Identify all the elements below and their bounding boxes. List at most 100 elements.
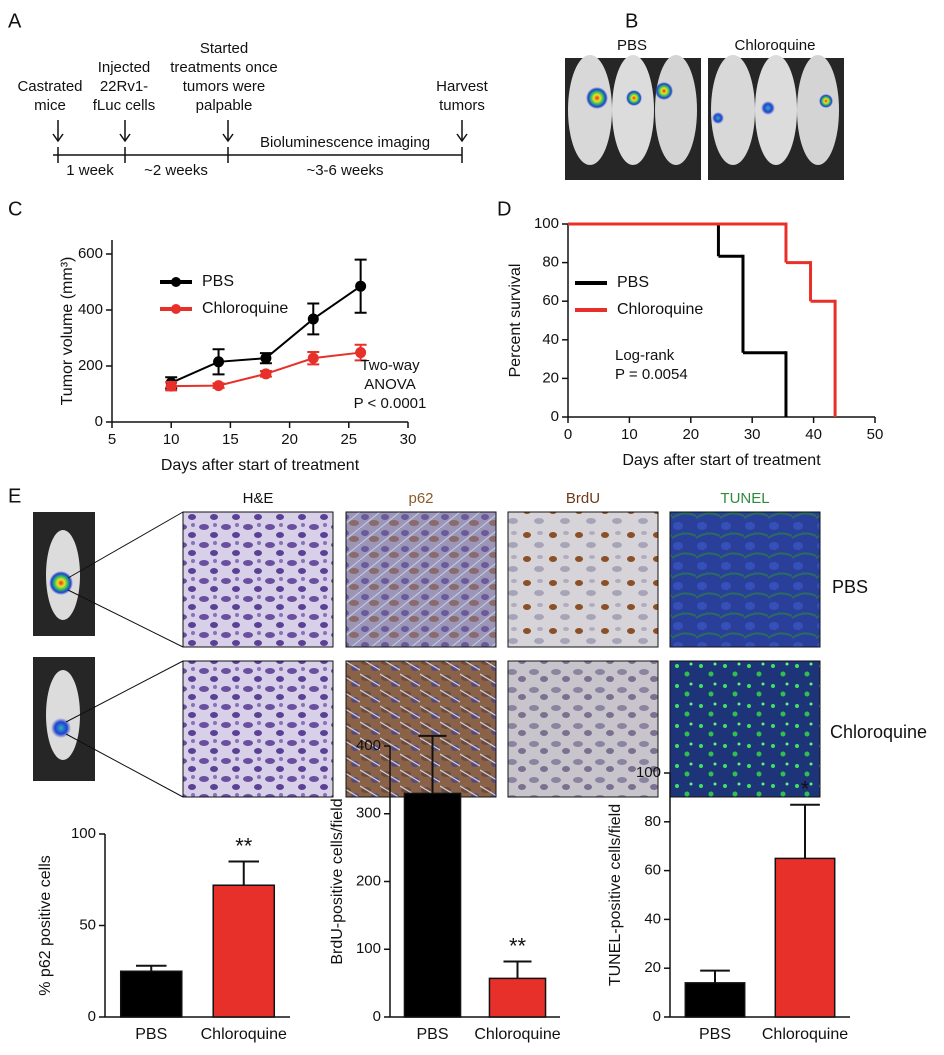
- event-label: mice: [34, 97, 66, 114]
- legend-label: Chloroquine: [202, 300, 288, 317]
- arrow-head: [222, 133, 234, 143]
- arrow-head: [52, 133, 64, 143]
- x-tick-label: PBS: [416, 1026, 448, 1043]
- event-label: fLuc cells: [93, 97, 156, 114]
- y-tick-label: 300: [356, 805, 381, 822]
- event-label: 22Rv1-: [100, 78, 148, 95]
- error-bar: [790, 803, 820, 859]
- y-tick-label: 40: [542, 331, 559, 348]
- interval-label: ~3-6 weeks: [306, 162, 383, 179]
- y-axis-label: % p62 positive cells: [37, 855, 54, 996]
- column-label: p62: [408, 490, 433, 507]
- event-label: tumors were: [183, 78, 266, 95]
- legend-label: PBS: [202, 273, 234, 290]
- event-label: tumors: [439, 97, 485, 114]
- bar: [119, 970, 183, 1018]
- y-tick-label: 80: [542, 254, 559, 271]
- annotation: ANOVA: [364, 376, 415, 393]
- error-bar: [503, 960, 532, 979]
- column-label: H&E: [243, 490, 274, 507]
- x-tick-label: 30: [400, 431, 417, 448]
- y-tick-label: 60: [542, 292, 559, 309]
- bioluminescence-images: [565, 55, 844, 180]
- x-tick-label: 50: [867, 426, 884, 443]
- y-tick-label: 0: [551, 408, 559, 425]
- legend-label: PBS: [617, 274, 649, 291]
- x-axis-label: Days after start of treatment: [161, 457, 360, 474]
- x-tick-label: 30: [744, 426, 761, 443]
- x-tick-label: 5: [108, 431, 116, 448]
- annotation: P = 0.0054: [615, 366, 688, 383]
- y-axis-label: Tumor volume (mm³): [59, 257, 76, 406]
- interval-label: 1 week: [66, 162, 114, 179]
- x-tick-label: 10: [621, 426, 638, 443]
- y-tick-label: 200: [78, 357, 103, 374]
- annotation: Log-rank: [615, 347, 675, 364]
- bar: [774, 857, 836, 1018]
- event-label: Injected: [98, 59, 151, 76]
- data-point: [355, 280, 367, 292]
- x-tick-label: Chloroquine: [474, 1026, 560, 1043]
- x-tick-label: 25: [340, 431, 357, 448]
- event-label: Started: [200, 40, 248, 57]
- y-tick-label: 0: [88, 1008, 96, 1025]
- image-label: PBS: [617, 37, 647, 54]
- annotation: Two-way: [360, 357, 420, 374]
- significance: *: [801, 777, 810, 802]
- y-tick-label: 50: [79, 916, 96, 933]
- y-axis-label: Percent survival: [507, 264, 524, 378]
- y-tick-label: 20: [542, 369, 559, 386]
- x-tick-label: 15: [222, 431, 239, 448]
- y-tick-label: 400: [78, 301, 103, 318]
- y-tick-label: 100: [356, 940, 381, 957]
- event-label: Harvest: [436, 78, 489, 95]
- y-tick-label: 100: [534, 215, 559, 232]
- significance: **: [509, 933, 527, 958]
- error-bar: [418, 734, 447, 794]
- row-label: Chloroquine: [830, 722, 927, 742]
- data-point: [307, 352, 319, 364]
- column-label: TUNEL: [720, 490, 769, 507]
- y-tick-label: 80: [644, 813, 661, 830]
- y-tick-label: 20: [644, 959, 661, 976]
- event-label: treatments once: [170, 59, 278, 76]
- significance: **: [235, 833, 253, 858]
- x-tick-label: 20: [281, 431, 298, 448]
- data-point: [307, 313, 319, 325]
- data-point: [355, 347, 367, 359]
- data-point: [213, 380, 225, 392]
- x-tick-label: 20: [682, 426, 699, 443]
- data-point: [260, 352, 272, 364]
- bar: [488, 977, 547, 1018]
- bar: [403, 792, 462, 1018]
- arrow-head: [456, 133, 468, 143]
- x-tick-label: 10: [163, 431, 180, 448]
- panel-label: C: [8, 198, 22, 220]
- legend-label: Chloroquine: [617, 301, 703, 318]
- y-tick-label: 600: [78, 245, 103, 262]
- panel-label: B: [625, 10, 638, 32]
- histology-images: [33, 511, 821, 798]
- y-tick-label: 0: [95, 413, 103, 430]
- row-label: PBS: [832, 577, 868, 597]
- imaging-label: Bioluminescence imaging: [260, 134, 430, 151]
- arrow-head: [119, 133, 131, 143]
- y-tick-label: 60: [644, 862, 661, 879]
- x-tick-label: PBS: [699, 1026, 731, 1043]
- annotation: P < 0.0001: [354, 395, 427, 412]
- legend-marker: [171, 304, 181, 314]
- y-axis-label: TUNEL-positive cells/field: [607, 804, 624, 986]
- bar: [212, 884, 276, 1018]
- error-bar: [228, 860, 260, 886]
- panel-label: A: [8, 10, 22, 32]
- x-tick-label: Chloroquine: [201, 1026, 287, 1043]
- error-bar: [135, 964, 167, 972]
- x-tick-label: 0: [564, 426, 572, 443]
- y-tick-label: 100: [636, 764, 661, 781]
- legend-marker: [171, 277, 181, 287]
- y-axis-label: BrdU-positive cells/field: [329, 798, 346, 964]
- bar: [684, 982, 746, 1018]
- x-axis-label: Days after start of treatment: [622, 452, 821, 469]
